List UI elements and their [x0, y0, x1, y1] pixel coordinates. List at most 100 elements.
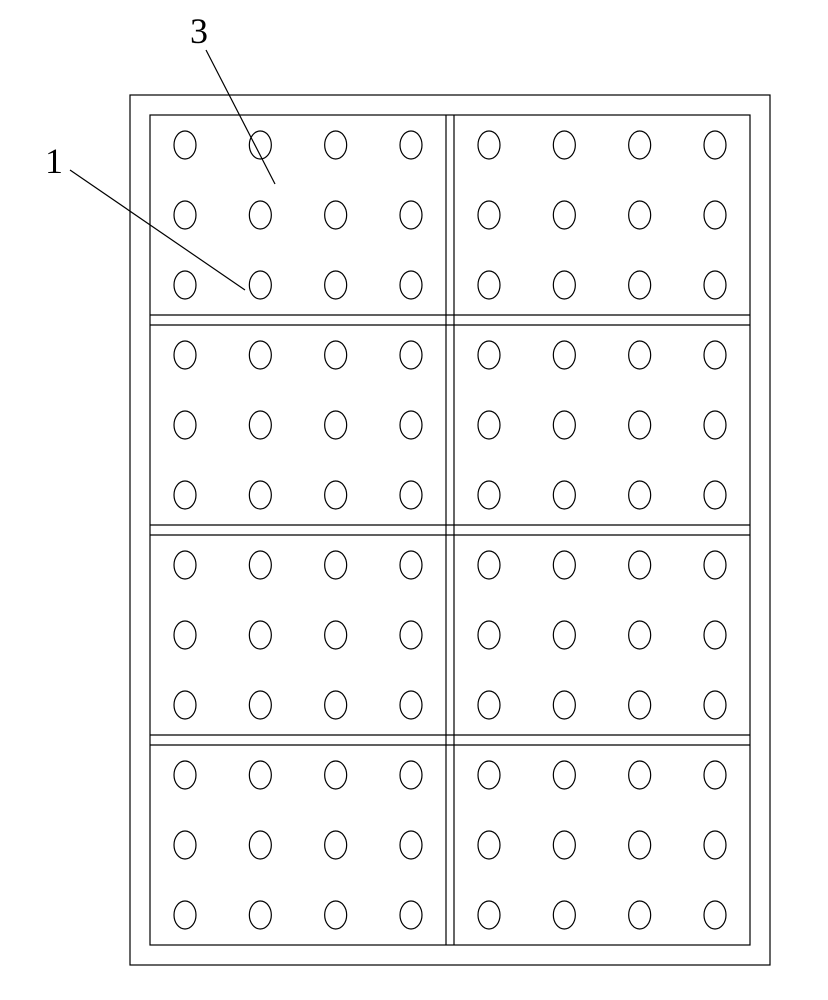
hole-icon: [325, 901, 347, 929]
hole-icon: [325, 341, 347, 369]
hole-icon: [704, 621, 726, 649]
hole-icon: [629, 831, 651, 859]
hole-icon: [629, 131, 651, 159]
hole-icon: [704, 691, 726, 719]
hole-icon: [174, 831, 196, 859]
hole-icon: [553, 201, 575, 229]
hole-icon: [478, 761, 500, 789]
hole-icon: [325, 271, 347, 299]
hole-icon: [325, 551, 347, 579]
leader-line-1: [70, 170, 245, 290]
hole-icon: [704, 901, 726, 929]
hole-icon: [400, 341, 422, 369]
hole-icon: [325, 621, 347, 649]
hole-icon: [478, 901, 500, 929]
hole-icon: [553, 131, 575, 159]
hole-icon: [249, 761, 271, 789]
hole-icon: [629, 901, 651, 929]
hole-icon: [174, 271, 196, 299]
hole-icon: [478, 481, 500, 509]
hole-icon: [400, 621, 422, 649]
hole-icon: [249, 551, 271, 579]
hole-icon: [704, 761, 726, 789]
hole-icon: [174, 201, 196, 229]
hole-icon: [704, 341, 726, 369]
hole-icon: [174, 131, 196, 159]
hole-icon: [629, 341, 651, 369]
hole-icon: [629, 271, 651, 299]
hole-icon: [629, 761, 651, 789]
hole-icon: [400, 201, 422, 229]
hole-icon: [174, 341, 196, 369]
hole-icon: [553, 341, 575, 369]
hole-icon: [553, 481, 575, 509]
hole-icon: [174, 761, 196, 789]
hole-icon: [249, 481, 271, 509]
hole-icon: [249, 271, 271, 299]
outer-frame: [130, 95, 770, 965]
hole-icon: [174, 551, 196, 579]
hole-icon: [400, 831, 422, 859]
hole-icon: [478, 691, 500, 719]
hole-icon: [249, 831, 271, 859]
hole-icon: [400, 551, 422, 579]
hole-icon: [174, 901, 196, 929]
hole-icon: [553, 411, 575, 439]
hole-icon: [553, 831, 575, 859]
hole-icon: [325, 761, 347, 789]
hole-icon: [249, 621, 271, 649]
hole-icon: [478, 341, 500, 369]
leader-line-3: [206, 50, 275, 184]
hole-icon: [704, 131, 726, 159]
hole-icon: [174, 411, 196, 439]
hole-icon: [478, 131, 500, 159]
hole-icon: [478, 551, 500, 579]
hole-icon: [553, 901, 575, 929]
hole-icon: [400, 411, 422, 439]
hole-icon: [325, 411, 347, 439]
hole-icon: [325, 131, 347, 159]
hole-icon: [400, 761, 422, 789]
hole-icon: [325, 481, 347, 509]
hole-icon: [174, 621, 196, 649]
hole-icon: [400, 481, 422, 509]
hole-icon: [629, 551, 651, 579]
diagram-svg: [0, 0, 828, 1000]
hole-icon: [400, 901, 422, 929]
hole-icon: [629, 481, 651, 509]
hole-icon: [553, 551, 575, 579]
inner-frame: [150, 115, 750, 945]
hole-icon: [704, 831, 726, 859]
hole-icon: [478, 271, 500, 299]
hole-icon: [478, 621, 500, 649]
hole-icon: [249, 901, 271, 929]
hole-icon: [629, 411, 651, 439]
hole-icon: [704, 481, 726, 509]
hole-icon: [249, 691, 271, 719]
hole-icon: [174, 481, 196, 509]
hole-icon: [704, 271, 726, 299]
hole-icon: [478, 831, 500, 859]
hole-icon: [629, 201, 651, 229]
hole-icon: [704, 551, 726, 579]
hole-icon: [553, 271, 575, 299]
hole-icon: [400, 271, 422, 299]
hole-icon: [400, 691, 422, 719]
hole-icon: [478, 411, 500, 439]
hole-icon: [629, 691, 651, 719]
hole-icon: [704, 201, 726, 229]
hole-icon: [704, 411, 726, 439]
hole-icon: [249, 341, 271, 369]
hole-icon: [478, 201, 500, 229]
hole-icon: [249, 201, 271, 229]
hole-icon: [400, 131, 422, 159]
hole-icon: [325, 831, 347, 859]
hole-icon: [553, 621, 575, 649]
hole-icon: [174, 691, 196, 719]
hole-icon: [325, 201, 347, 229]
hole-icon: [325, 691, 347, 719]
hole-icon: [629, 621, 651, 649]
hole-icon: [553, 691, 575, 719]
hole-icon: [249, 411, 271, 439]
hole-icon: [553, 761, 575, 789]
